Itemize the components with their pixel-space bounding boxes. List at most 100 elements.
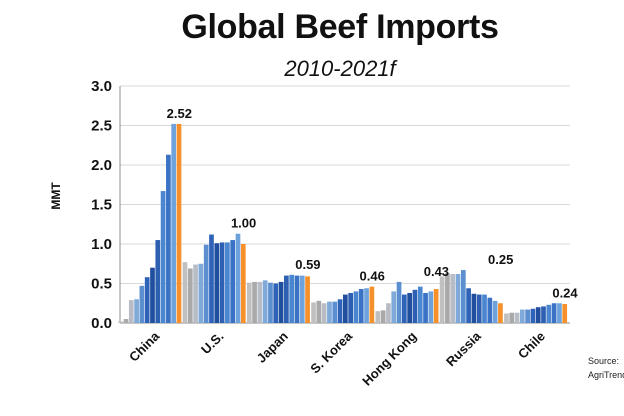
chart-title: Global Beef Imports xyxy=(181,8,499,46)
bar-japan-2013 xyxy=(262,280,268,323)
bar-hong-kong-2013 xyxy=(391,291,397,323)
data-label: 0.46 xyxy=(360,269,385,284)
bar-china-2015 xyxy=(144,277,150,323)
bar-u-s--2016 xyxy=(214,243,220,323)
bar-hong-kong-2011 xyxy=(380,310,386,323)
bar-u-s--2018 xyxy=(225,242,230,323)
x-tick-label: Chile xyxy=(515,329,548,362)
bar-s-korea-2021f xyxy=(369,286,375,323)
bar-hong-kong-2016 xyxy=(407,292,412,323)
bar-japan-2020 xyxy=(299,275,305,323)
bar-japan-2012 xyxy=(257,281,263,323)
bars xyxy=(118,123,568,323)
bar-u-s--2015 xyxy=(209,234,214,323)
bar-chile-2012 xyxy=(514,312,520,323)
bar-japan-2011 xyxy=(252,281,257,323)
x-tick-label: Japan xyxy=(254,328,291,365)
data-label: 1.00 xyxy=(231,216,256,231)
bar-chile-2020 xyxy=(557,303,562,323)
bar-u-s--2014 xyxy=(203,244,209,323)
y-axis-label: MMT xyxy=(49,182,63,210)
bar-russia-2012 xyxy=(450,274,456,323)
source-line-1: Source: xyxy=(588,356,620,366)
bar-hong-kong-2014 xyxy=(396,281,402,323)
bar-s-korea-2020 xyxy=(364,288,369,323)
bar-u-s--2020 xyxy=(235,233,241,323)
bar-s-korea-2010 xyxy=(311,302,316,323)
bar-hong-kong-2019 xyxy=(423,292,428,323)
bar-u-s--2013 xyxy=(198,263,204,323)
bar-u-s--2012 xyxy=(193,264,198,323)
x-tick-label: China xyxy=(126,328,163,365)
x-tick-label: U.S. xyxy=(198,329,226,357)
bar-russia-2015 xyxy=(466,288,471,323)
bar-hong-kong-2012 xyxy=(386,303,391,323)
bar-chile-2011 xyxy=(509,312,515,323)
bar-s-korea-2016 xyxy=(343,294,348,323)
y-tick-label: 1.5 xyxy=(91,197,112,214)
bar-hong-kong-2015 xyxy=(401,294,407,323)
y-tick-label: 2.0 xyxy=(91,157,112,174)
bar-chile-2019 xyxy=(551,303,557,323)
bar-china-2012 xyxy=(128,300,134,323)
bar-china-2016 xyxy=(150,267,155,323)
bar-china-2017 xyxy=(155,240,161,323)
bar-russia-2011 xyxy=(445,273,450,323)
data-label: 0.25 xyxy=(488,252,513,267)
x-tick-label: S. Korea xyxy=(307,328,355,376)
bar-russia-2019 xyxy=(487,297,493,323)
bar-russia-2017 xyxy=(476,294,482,323)
bar-s-korea-2018 xyxy=(353,291,359,323)
bar-s-korea-2017 xyxy=(348,292,353,323)
bar-s-korea-2014 xyxy=(332,301,338,323)
bar-russia-2018 xyxy=(482,294,487,323)
bar-japan-2021f xyxy=(305,276,310,323)
bar-russia-2016 xyxy=(471,293,477,323)
bar-russia-2013 xyxy=(455,274,461,323)
y-tick-label: 0.5 xyxy=(91,276,112,293)
source-line-2: AgriTrends xyxy=(588,370,624,380)
bar-chile-2013 xyxy=(519,309,525,323)
bar-hong-kong-2021f xyxy=(433,289,439,323)
bar-russia-2021f xyxy=(498,303,503,323)
bar-china-2018 xyxy=(160,191,166,323)
bar-s-korea-2019 xyxy=(358,289,364,323)
x-tick-label: Hong Kong xyxy=(359,328,419,388)
bar-s-korea-2015 xyxy=(337,299,343,323)
bar-hong-kong-2020 xyxy=(428,291,434,323)
bar-china-2010 xyxy=(118,321,124,323)
source-note: Source: AgriTrends xyxy=(588,354,624,382)
data-label: 0.24 xyxy=(552,285,578,300)
bar-china-2014 xyxy=(139,285,145,323)
bar-japan-2016 xyxy=(278,281,284,323)
data-label: 2.52 xyxy=(167,106,192,121)
bar-china-2021f xyxy=(176,123,182,323)
bar-u-s--2019 xyxy=(230,240,236,323)
y-tick-label: 1.0 xyxy=(91,236,112,253)
bar-chile-2017 xyxy=(541,306,546,323)
bar-russia-2010 xyxy=(439,276,445,323)
bar-s-korea-2011 xyxy=(316,300,322,323)
bar-u-s--2021f xyxy=(240,244,246,323)
data-label: 0.59 xyxy=(295,257,320,272)
bar-chile-2021f xyxy=(562,304,568,323)
bar-hong-kong-2010 xyxy=(375,311,381,323)
y-tick-label: 3.0 xyxy=(91,78,112,95)
bar-russia-2020 xyxy=(492,300,498,323)
bar-japan-2019 xyxy=(294,275,300,323)
bar-chile-2010 xyxy=(504,313,509,323)
bar-chile-2015 xyxy=(530,308,536,323)
bar-chile-2018 xyxy=(546,304,552,323)
bar-japan-2015 xyxy=(273,283,279,323)
bar-u-s--2010 xyxy=(182,262,188,323)
bar-china-2011 xyxy=(123,319,129,323)
bar-japan-2017 xyxy=(284,275,289,323)
bar-japan-2014 xyxy=(268,282,273,323)
bar-hong-kong-2018 xyxy=(417,286,423,323)
bar-u-s--2017 xyxy=(219,242,225,323)
bar-hong-kong-2017 xyxy=(412,289,418,323)
y-tick-label: 2.5 xyxy=(91,118,112,135)
bar-japan-2018 xyxy=(289,274,295,323)
bar-japan-2010 xyxy=(246,282,252,323)
